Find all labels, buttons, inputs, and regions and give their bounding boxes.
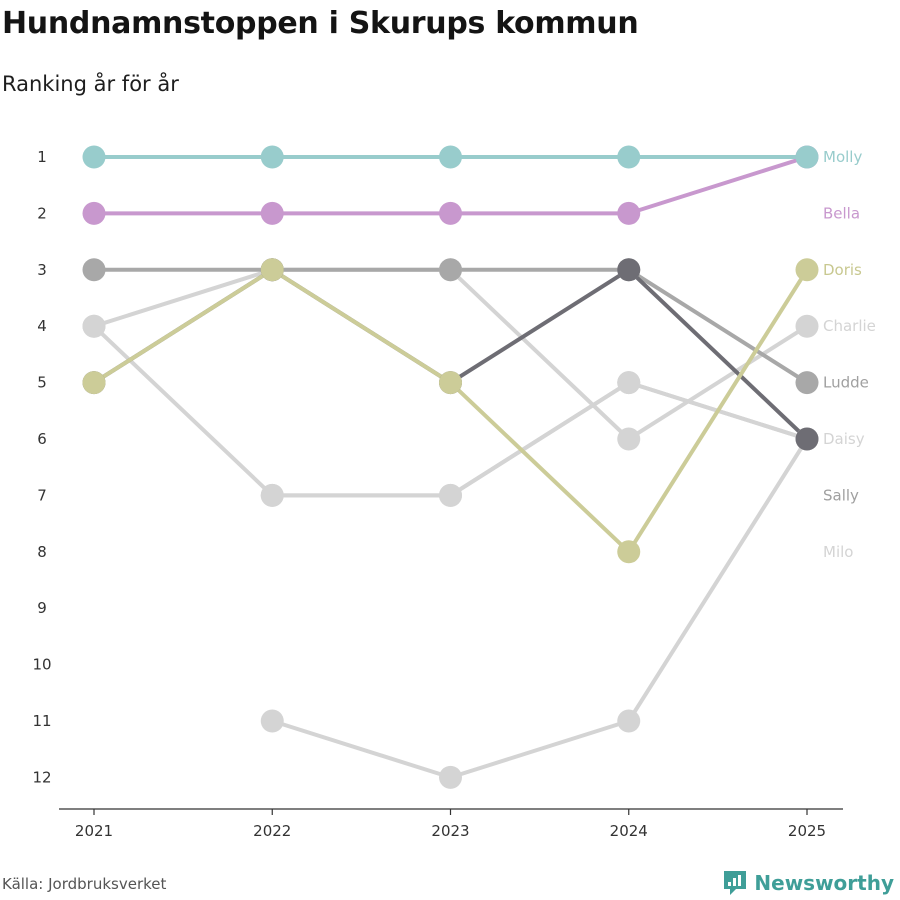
series-dots [82, 145, 819, 789]
series-point-molly [260, 145, 284, 169]
series-point-doris [795, 258, 819, 282]
series-point-charlie [617, 427, 641, 451]
series-point-ludde [439, 258, 462, 282]
chart-subtitle: Ranking år för år [2, 72, 179, 96]
source-note: Källa: Jordbruksverket [2, 875, 167, 893]
chart-title: Hundnamnstoppen i Skurups kommun [2, 6, 639, 41]
series-point-milo [439, 765, 462, 789]
series-line-daisy [92, 324, 809, 498]
series-point-bella [439, 201, 462, 225]
x-tick-label: 2022 [253, 822, 291, 840]
end-label-doris: Doris [823, 261, 862, 279]
end-label-molly: Molly [823, 148, 862, 166]
x-axis: 2021 2022 2023 2024 2025 [59, 808, 843, 840]
series-line-doris [92, 267, 809, 554]
y-tick-label: 5 [37, 374, 47, 392]
series-point-daisy [617, 371, 641, 395]
x-tick-label: 2024 [610, 822, 648, 840]
y-tick-label: 2 [37, 204, 47, 222]
series-point-molly [617, 145, 641, 169]
series-point-ludde [795, 371, 819, 395]
series-point-doris [439, 371, 462, 395]
series-point-milo [617, 709, 641, 733]
y-tick-label: 4 [37, 317, 47, 335]
series-point-ludde [82, 258, 106, 282]
series-point-bella [82, 201, 106, 225]
end-label-charlie: Charlie [823, 317, 876, 335]
x-tick-label: 2021 [75, 822, 113, 840]
y-tick-label: 10 [32, 656, 51, 674]
x-tick-label: 2023 [431, 822, 469, 840]
y-tick-label: 1 [37, 148, 47, 166]
end-label-bella: Bella [823, 204, 860, 222]
series-point-doris [260, 258, 284, 282]
series-line-charlie [92, 267, 809, 441]
x-tick-label: 2025 [788, 822, 826, 840]
series-point-dogge [795, 427, 819, 451]
y-tick-label: 6 [37, 430, 47, 448]
series-point-doris [617, 540, 641, 564]
series-point-bella [260, 201, 284, 225]
y-tick-label: 3 [37, 261, 47, 279]
end-label-sally: Sally [823, 486, 859, 504]
series-point-bella [617, 201, 641, 225]
series-point-doris [82, 371, 106, 395]
series-line-milo [270, 437, 809, 780]
end-label-ludde: Ludde [823, 374, 869, 392]
series-point-molly [82, 145, 106, 169]
series-lines [92, 155, 809, 780]
series-point-molly [439, 145, 462, 169]
y-tick-label: 9 [37, 599, 47, 617]
series-point-daisy [439, 483, 462, 507]
y-tick-label: 11 [32, 712, 51, 730]
series-point-daisy [260, 483, 284, 507]
end-label-daisy: Daisy [823, 430, 865, 448]
end-labels: Molly Bella Doris Charlie Ludde Daisy Sally Mil… [823, 148, 876, 561]
newsworthy-logo-icon [724, 871, 747, 895]
series-line-dogge [92, 267, 809, 441]
brand-logo: Newsworthy [722, 869, 894, 897]
series-line-ludde [92, 267, 809, 385]
series-point-charlie [795, 314, 819, 338]
series-point-milo [260, 709, 284, 733]
series-point-dogge [617, 258, 641, 282]
brand-name: Newsworthy [754, 871, 894, 895]
series-point-molly [795, 145, 819, 169]
end-label-milo: Milo [823, 543, 853, 561]
y-tick-label: 12 [32, 768, 51, 786]
y-tick-label: 7 [37, 486, 47, 504]
series-point-charlie [82, 314, 106, 338]
y-tick-label: 8 [37, 543, 47, 561]
